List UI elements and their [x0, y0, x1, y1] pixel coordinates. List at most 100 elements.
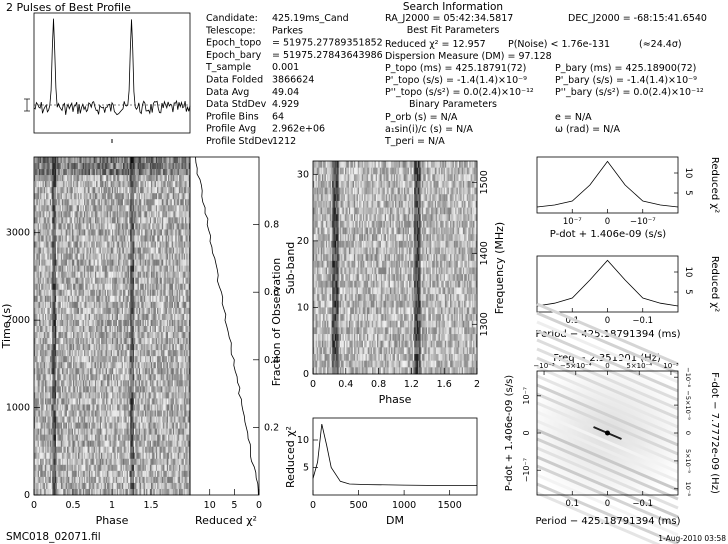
time-phase-cell	[171, 217, 174, 224]
time-phase-cell	[42, 181, 45, 188]
time-phase-cell	[141, 169, 143, 176]
time-phase-cell	[108, 283, 110, 291]
time-phase-cell	[124, 362, 126, 369]
time-phase-cell	[110, 169, 113, 176]
time-phase-cell	[138, 313, 141, 321]
time-phase-cell	[122, 332, 125, 339]
time-phase-cell	[87, 163, 90, 170]
time-phase-cell	[52, 380, 54, 387]
time-phase-cell	[135, 241, 137, 248]
time-phase-cell	[36, 277, 38, 285]
time-phase-cell	[37, 283, 40, 291]
time-phase-cell	[160, 277, 163, 285]
time-phase-cell	[55, 295, 58, 303]
time-phase-cell	[54, 380, 57, 387]
time-phase-cell	[177, 229, 180, 236]
time-phase-cell	[108, 265, 110, 272]
time-phase-cell	[88, 295, 91, 303]
time-phase-cell	[64, 368, 66, 375]
time-phase-cell	[86, 181, 88, 188]
time-phase-cell	[141, 211, 143, 218]
time-phase-cell	[44, 175, 47, 182]
time-phase-cell	[135, 350, 137, 357]
time-phase-cell	[146, 338, 148, 345]
time-phase-cell	[60, 295, 63, 303]
time-phase-cell	[187, 271, 190, 279]
time-phase-cell	[92, 169, 95, 176]
time-phase-cell	[165, 356, 168, 363]
time-phase-cell	[55, 368, 58, 375]
time-phase-cell	[160, 301, 163, 309]
time-phase-cell	[135, 344, 137, 351]
time-phase-cell	[81, 259, 84, 266]
time-phase-cell	[35, 157, 37, 164]
time-phase-cell	[44, 241, 47, 248]
time-phase-cell	[94, 295, 97, 303]
time-phase-cell	[98, 307, 101, 315]
time-phase-cell	[41, 175, 43, 182]
time-phase-cell	[138, 181, 141, 188]
time-phase-cell	[130, 319, 132, 327]
time-phase-cell	[105, 157, 108, 164]
time-phase-cell	[109, 187, 112, 194]
time-phase-cell	[133, 319, 136, 327]
time-phase-cell	[65, 211, 68, 218]
time-phase-cell	[114, 229, 116, 236]
time-phase-cell	[52, 277, 54, 285]
time-phase-cell	[157, 169, 159, 176]
time-phase-cell	[138, 187, 141, 194]
time-phase-cell	[114, 199, 116, 206]
time-phase-cell	[116, 205, 119, 212]
time-phase-cell	[143, 217, 146, 224]
time-phase-cell	[169, 199, 171, 206]
time-phase-cell	[113, 332, 115, 339]
time-phase-cell	[76, 295, 79, 303]
time-phase-cell	[41, 169, 43, 176]
time-phase-cell	[90, 356, 92, 363]
time-phase-cell	[108, 332, 110, 339]
time-phase-cell	[153, 229, 155, 236]
time-phase-cell	[59, 295, 62, 303]
time-phase-cell	[132, 368, 135, 375]
time-phase-cell	[157, 350, 159, 357]
time-phase-cell	[133, 344, 136, 351]
time-phase-cell	[47, 175, 49, 182]
time-phase-cell	[69, 175, 71, 182]
time-phase-cell	[181, 235, 183, 242]
time-phase-cell	[125, 289, 127, 297]
time-phase-cell	[130, 344, 132, 351]
time-phase-cell	[165, 157, 168, 164]
time-phase-cell	[70, 229, 73, 236]
time-phase-cell	[188, 283, 191, 291]
time-phase-cell	[168, 265, 170, 272]
time-phase-cell	[49, 313, 52, 321]
time-phase-cell	[136, 175, 138, 182]
time-phase-cell	[188, 368, 191, 375]
time-phase-cell	[163, 313, 165, 321]
time-phase-cell	[66, 241, 69, 248]
time-phase-cell	[62, 163, 64, 170]
time-phase-cell	[164, 374, 166, 381]
time-phase-cell	[181, 199, 183, 206]
time-phase-cell	[94, 235, 97, 242]
time-phase-cell	[43, 205, 46, 212]
time-phase-cell	[54, 181, 57, 188]
time-phase-cell	[170, 356, 173, 363]
time-phase-cell	[62, 283, 64, 291]
time-phase-cell	[52, 338, 54, 345]
time-phase-cell	[104, 265, 107, 272]
time-phase-cell	[154, 277, 157, 285]
time-phase-cell	[65, 319, 68, 327]
time-phase-cell	[47, 217, 49, 224]
time-phase-cell	[52, 217, 54, 224]
time-phase-cell	[108, 235, 110, 242]
time-phase-cell	[177, 235, 180, 242]
time-phase-cell	[54, 362, 57, 369]
time-phase-cell	[163, 362, 165, 369]
time-phase-cell	[63, 205, 65, 212]
time-phase-cell	[118, 356, 120, 363]
time-phase-cell	[125, 332, 127, 339]
time-phase-cell	[59, 175, 62, 182]
time-phase-cell	[55, 187, 58, 194]
time-phase-cell	[41, 307, 43, 315]
